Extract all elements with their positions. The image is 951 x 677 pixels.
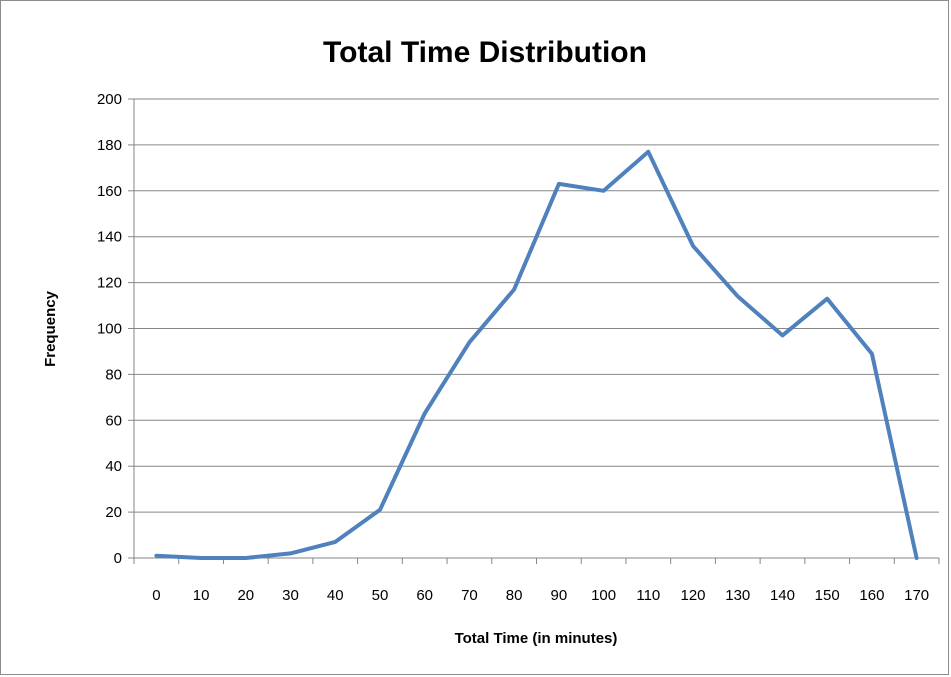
x-tick-label: 120 — [681, 587, 706, 604]
y-tick-label: 200 — [97, 91, 122, 108]
x-tick-label: 60 — [416, 587, 433, 604]
y-tick-label: 80 — [105, 366, 122, 383]
x-tick-label: 40 — [327, 587, 344, 604]
x-tick-label: 0 — [152, 587, 160, 604]
y-tick-labels: 0 20 40 60 80 100 120 140 160 180 200 — [97, 91, 122, 567]
x-tick-label: 20 — [237, 587, 254, 604]
y-tick-label: 20 — [105, 504, 122, 521]
x-tick-label: 30 — [282, 587, 299, 604]
x-axis-title: Total Time (in minutes) — [455, 630, 618, 647]
y-tick-label: 40 — [105, 458, 122, 475]
y-tick-label: 60 — [105, 412, 122, 429]
x-tick-label: 170 — [904, 587, 929, 604]
x-tick-label: 100 — [591, 587, 616, 604]
x-tick-label: 160 — [859, 587, 884, 604]
chart-title: Total Time Distribution — [323, 36, 647, 69]
y-tick-label: 140 — [97, 229, 122, 246]
axes — [128, 98, 940, 564]
x-tick-labels: 0 10 20 30 40 50 60 70 80 90 100 110 120 130 140 150 160… — [152, 587, 929, 604]
x-tick-label: 140 — [770, 587, 795, 604]
y-tick-label: 100 — [97, 321, 122, 338]
y-tick-label: 160 — [97, 183, 122, 200]
y-tick-label: 120 — [97, 275, 122, 292]
x-tick-label: 150 — [815, 587, 840, 604]
y-tick-label: 0 — [114, 550, 122, 567]
series-group — [154, 149, 919, 560]
x-tick-label: 90 — [551, 587, 568, 604]
series-line — [154, 149, 919, 560]
y-tick-label: 180 — [97, 137, 122, 154]
gridlines — [134, 98, 939, 513]
x-tick-label: 70 — [461, 587, 478, 604]
x-tick-label: 80 — [506, 587, 523, 604]
x-tick-label: 50 — [372, 587, 389, 604]
x-tick-label: 10 — [193, 587, 210, 604]
y-axis-title: Frequency — [42, 290, 59, 367]
x-tick-label: 110 — [636, 587, 660, 604]
x-tick-label: 130 — [725, 587, 750, 604]
